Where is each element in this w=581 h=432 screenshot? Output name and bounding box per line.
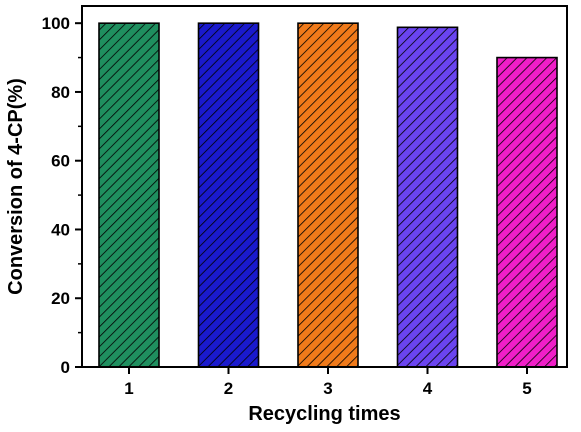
bars-layer xyxy=(98,22,558,368)
x-tick-label: 1 xyxy=(124,379,133,398)
x-tick-label: 3 xyxy=(323,379,332,398)
y-tick-label: 80 xyxy=(51,83,70,102)
y-tick-label: 60 xyxy=(51,152,70,171)
plot-frame xyxy=(81,5,568,368)
bar-2 xyxy=(197,22,260,368)
y-axis-title: Conversion of 4-CP(%) xyxy=(5,78,27,295)
bar-1 xyxy=(98,22,160,368)
bar-3 xyxy=(297,22,359,368)
bar-4 xyxy=(396,26,459,368)
y-tick-label: 40 xyxy=(51,220,70,239)
x-tick-label: 4 xyxy=(423,379,433,398)
x-tick-label: 2 xyxy=(224,379,233,398)
y-tick-label: 20 xyxy=(51,289,70,308)
y-tick-label: 100 xyxy=(42,14,70,33)
y-tick-label: 0 xyxy=(61,358,70,377)
bar-5 xyxy=(496,56,558,368)
ticks-layer: 0 20 40 60 80 100 1 2 3 4 5 xyxy=(42,14,532,398)
x-tick-label: 5 xyxy=(522,379,531,398)
x-axis-title: Recycling times xyxy=(248,403,400,425)
